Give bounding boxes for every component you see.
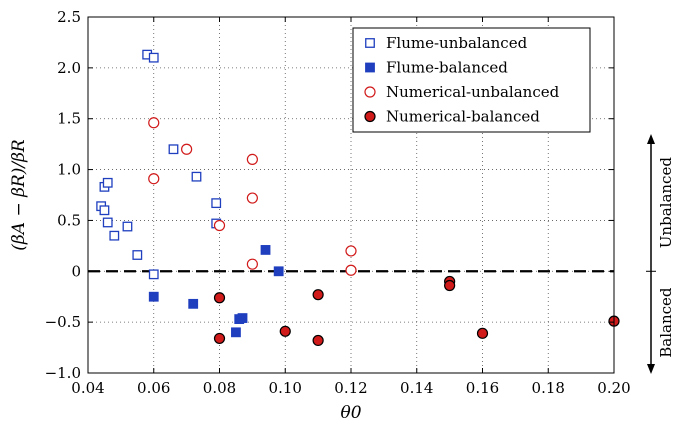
y-tick-label: −0.5: [45, 313, 81, 331]
data-point: [211, 198, 222, 209]
data-point: [148, 269, 159, 280]
y-tick-label: 0: [71, 262, 81, 280]
data-points: [96, 49, 620, 347]
data-point: [279, 325, 291, 337]
data-point: [191, 171, 202, 182]
side-annotation: Unbalanced Balanced: [646, 134, 675, 374]
legend-label: Flume-balanced: [386, 59, 508, 77]
legend-item: Flume-unbalanced: [365, 34, 528, 52]
legend-marker: [364, 110, 376, 123]
x-tick-label: 0.10: [269, 379, 302, 397]
series-0: [96, 49, 222, 280]
x-tick-label: 0.08: [203, 379, 236, 397]
y-tick-label: 2.0: [57, 59, 81, 77]
data-point: [148, 117, 160, 129]
legend-label: Flume-unbalanced: [386, 34, 528, 52]
arrow-up-icon: [647, 134, 655, 144]
data-point: [246, 192, 258, 204]
legend-item: Numerical-unbalanced: [364, 83, 560, 101]
data-point: [246, 153, 258, 165]
legend-item: Flume-balanced: [365, 59, 508, 77]
axis-ticks: 0.04 0.06 0.08 0.10 0.12 0.14 0.16 0.18 0.20 −1.0…: [45, 8, 631, 397]
legend: Flume-unbalanced Flume-balanced Numerical-…: [352, 27, 591, 133]
data-point: [148, 173, 160, 185]
data-point: [181, 143, 193, 155]
x-tick-label: 0.14: [400, 379, 433, 397]
data-point: [102, 177, 113, 188]
y-tick-label: 2.5: [57, 8, 81, 26]
legend-marker: [365, 62, 375, 73]
data-point: [476, 327, 489, 339]
data-point: [231, 327, 241, 338]
balanced-label: Balanced: [657, 287, 675, 358]
x-tick-label: 0.06: [137, 379, 170, 397]
legend-item: Numerical-balanced: [364, 108, 540, 126]
series-3: [213, 275, 620, 347]
data-point: [345, 264, 357, 276]
legend-box: [352, 27, 591, 133]
data-point: [148, 291, 159, 302]
legend-marker: [365, 38, 375, 48]
data-point: [188, 298, 199, 309]
data-point: [312, 334, 324, 347]
data-point: [109, 230, 120, 241]
y-tick-label: −1.0: [45, 364, 81, 382]
x-tick-label: 0.18: [532, 379, 565, 397]
y-tick-label: 1.0: [57, 161, 81, 179]
data-point: [168, 144, 179, 155]
data-point: [260, 245, 271, 255]
y-tick-label: 0.5: [57, 211, 81, 229]
x-tick-label: 0.20: [597, 379, 630, 397]
data-point: [246, 258, 258, 270]
data-point: [99, 205, 110, 216]
data-point: [213, 332, 226, 345]
data-point: [213, 219, 226, 232]
x-tick-label: 0.04: [71, 379, 104, 397]
data-point: [273, 266, 284, 277]
data-point: [345, 245, 357, 257]
unbalanced-label: Unbalanced: [657, 157, 675, 249]
legend-label: Numerical-unbalanced: [386, 83, 560, 101]
x-axis-label: θ0: [340, 403, 361, 423]
data-point: [132, 250, 143, 260]
y-tick-label: 1.5: [57, 110, 81, 128]
x-tick-label: 0.16: [466, 379, 499, 397]
series-2: [148, 117, 357, 276]
data-point: [102, 217, 113, 228]
grid: [88, 17, 614, 373]
series-1: [148, 245, 284, 338]
arrow-down-icon: [647, 364, 655, 374]
data-point: [237, 313, 248, 323]
data-point: [148, 52, 159, 63]
legend-label: Numerical-balanced: [386, 108, 540, 126]
data-point: [122, 221, 133, 232]
data-point: [213, 292, 226, 304]
x-tick-label: 0.12: [334, 379, 367, 397]
data-point: [444, 279, 456, 292]
data-point: [312, 289, 324, 301]
y-axis-label: (βA − βR)/βR: [9, 139, 29, 251]
legend-marker: [364, 86, 376, 98]
